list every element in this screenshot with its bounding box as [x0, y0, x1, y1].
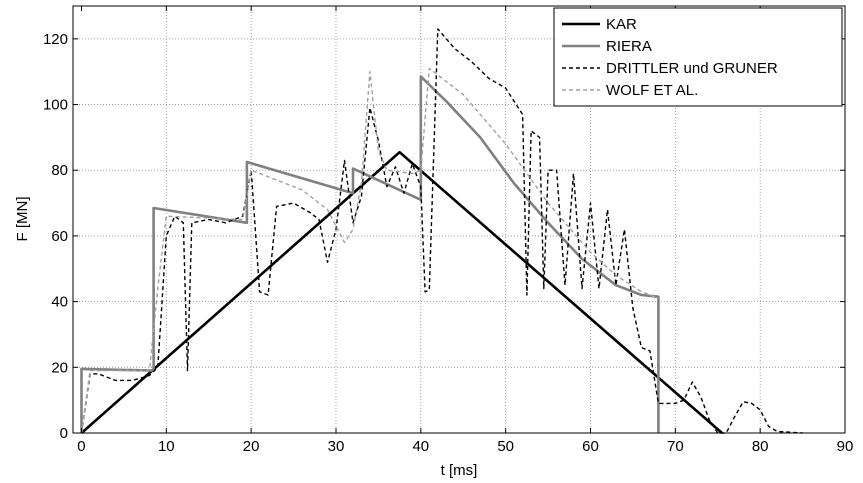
x-tick-label: 10 [158, 438, 175, 455]
y-tick-label: 60 [51, 228, 68, 245]
legend-label-riera: RIERA [606, 38, 652, 55]
series-group [80, 28, 803, 434]
legend: KAR RIERA DRITTLER und GRUNER WOLF ET AL. [553, 7, 843, 107]
legend-label-wolf-et-al: WOLF ET AL. [606, 82, 698, 99]
y-tick-label: 100 [43, 97, 68, 114]
y-tick-label: 80 [51, 162, 68, 179]
y-tick-label: 40 [51, 294, 68, 311]
x-tick-label: 70 [667, 438, 684, 455]
x-tick-label: 40 [412, 438, 429, 455]
x-tick-label: 20 [243, 438, 260, 455]
axis-ticks: 0 10 20 30 40 50 60 70 80 90 0 20 40 60 80 100 120 [43, 6, 853, 455]
x-tick-label: 50 [497, 438, 514, 455]
legend-label-drittler-und-gruner: DRITTLER und GRUNER [606, 60, 778, 77]
y-tick-label: 20 [51, 359, 68, 376]
y-axis-label: F [MN] [14, 197, 31, 242]
plot-frame [72, 5, 846, 434]
x-tick-label: 60 [582, 438, 599, 455]
series-line-kar [80, 150, 723, 434]
x-axis-label: t [ms] [441, 462, 478, 479]
legend-box [553, 7, 843, 107]
series-line-riera [80, 75, 660, 433]
series-line-drittler-und-gruner [80, 28, 803, 434]
y-tick-label: 120 [43, 31, 68, 48]
x-tick-label: 90 [837, 438, 854, 455]
series-line-wolf-et-al [80, 67, 659, 434]
x-tick-label: 80 [752, 438, 769, 455]
y-tick-label: 0 [60, 425, 68, 442]
legend-label-kar: KAR [606, 16, 637, 33]
x-tick-label: 30 [328, 438, 345, 455]
x-tick-label: 0 [77, 438, 85, 455]
